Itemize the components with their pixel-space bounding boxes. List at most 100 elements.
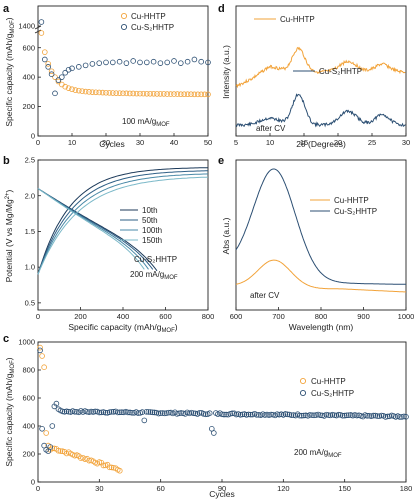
panel-a-point-cu-s2hhtp — [205, 59, 211, 66]
panel-a-point-cu-hhtp — [55, 78, 62, 85]
panel-c-point-cu-s2hhtp — [47, 444, 54, 450]
legend-label-cu-hhtp-c: Cu-HHTP — [311, 377, 346, 386]
panel-a-point-cu-s2hhtp — [76, 64, 82, 70]
panel-c-point-cu-s2hhtp — [155, 410, 162, 417]
panel-a-ytick-label: 0 — [31, 132, 35, 141]
panel-a-point-cu-hhtp — [174, 91, 181, 97]
panel-c-point-cu-s2hhtp — [341, 412, 348, 419]
panel-c-ytick-label: 800 — [22, 366, 35, 375]
panel-e-axes: 600 700 800 900 1000 — [230, 307, 414, 321]
panel-b-ytick-label: 1.5 — [25, 227, 35, 236]
panel-a-point-cu-s2hhtp — [191, 56, 198, 63]
legend-marker-cu-hhtp-a — [120, 12, 128, 20]
panel-a-ytick-label: 600 — [22, 43, 35, 52]
panel-c-point-cu-s2hhtp — [114, 409, 121, 416]
panel-a-point-cu-hhtp — [76, 87, 82, 94]
panel-a-point-cu-hhtp — [41, 49, 48, 55]
panel-a-point-cu-hhtp — [99, 89, 106, 96]
panel-a-point-cu-hhtp — [164, 91, 171, 97]
panel-c-point-cu-s2hhtp — [166, 409, 172, 416]
panel-a-point-cu-s2hhtp — [130, 58, 137, 64]
panel-a-point-cu-s2hhtp — [137, 59, 143, 66]
panel-a-axis-break — [34, 25, 42, 30]
panel-a-point-cu-hhtp — [191, 91, 198, 98]
panel-a-xtick-label: 20 — [102, 138, 110, 147]
panel-c-point-cu-s2hhtp — [364, 413, 370, 419]
panel-b-xtick-label: 200 — [74, 312, 87, 321]
panel-c-point-cu-hhtp — [86, 457, 92, 464]
panel-c-point-cu-s2hhtp — [157, 410, 164, 416]
panel-c-point-cu-s2hhtp — [125, 409, 131, 416]
panel-a-point-cu-hhtp — [62, 83, 68, 90]
legend-label-cu-s2hhtp-c: Cu-S₂HHTP — [311, 389, 354, 398]
panel-b-xtick-label: 0 — [36, 312, 40, 321]
panel-c-point-cu-s2hhtp — [329, 411, 336, 418]
panel-c-point-cu-s2hhtp — [384, 413, 391, 420]
panel-a-point-cu-s2hhtp — [157, 60, 164, 66]
legend-label-cu-s2hhtp-d: Cu-S₂HHTP — [319, 67, 362, 76]
panel-c-marks — [37, 344, 409, 474]
panel-a-point-cu-hhtp — [89, 89, 96, 95]
panel-a-point-cu-s2hhtp — [198, 58, 205, 65]
panel-c-point-cu-s2hhtp — [178, 410, 184, 416]
panel-b-charge-150th — [37, 176, 209, 275]
panel-b-frame — [37, 159, 209, 311]
panel-b-ylabel: Potential (V vs Mg/Mg2+) — [4, 189, 14, 282]
panel-c-point-cu-s2hhtp — [159, 410, 166, 416]
panel-c-point-cu-s2hhtp — [300, 412, 307, 419]
panel-a-point-cu-hhtp — [79, 88, 85, 94]
panel-c-point-cu-s2hhtp — [108, 408, 115, 415]
legend-label-cu-hhtp-e: Cu-HHTP — [334, 196, 369, 205]
panel-d-ylabel: Intensity (a.u.) — [221, 45, 231, 99]
panel-c-point-cu-hhtp — [78, 455, 84, 462]
panel-c-point-cu-s2hhtp — [102, 409, 109, 416]
panel-a-xtick-label: 0 — [36, 138, 40, 147]
legend-label-cu-hhtp-a: Cu-HHTP — [131, 12, 166, 21]
panel-a-point-cu-hhtp — [178, 91, 184, 98]
panel-c-point-cu-s2hhtp — [366, 412, 373, 419]
panel-c-point-cu-s2hhtp — [106, 409, 113, 415]
panel-a-point-cu-hhtp — [144, 90, 150, 97]
panel-a-point-cu-hhtp — [201, 91, 208, 98]
panel-e-ylabel: Abs (a.u.) — [221, 217, 231, 254]
panel-label-b: b — [3, 155, 10, 167]
panel-b-charge-10th — [37, 167, 208, 275]
panel-a-axes: 0 10 20 30 40 50 0 200 400 600 1400 — [18, 22, 212, 147]
panel-d-xtick-label: 20 — [334, 138, 342, 147]
panel-a-point-cu-s2hhtp — [65, 66, 72, 73]
legend-marker-cu-s2hhtp-a — [120, 23, 128, 31]
panel-c-point-cu-s2hhtp — [243, 412, 250, 418]
panel-e-xlabel: Wavelength (nm) — [289, 322, 354, 332]
legend-marker-cu-s2hhtp-c — [299, 389, 307, 397]
panel-c-ylabel: Specific capacity (mAh/gMOF) — [4, 357, 16, 466]
panel-d-xtick-label: 5 — [234, 138, 238, 147]
legend-label-10th: 10th — [142, 206, 158, 215]
panel-a-annotation: 100 mA/gMOF — [122, 117, 170, 128]
panel-a-point-cu-hhtp — [205, 91, 211, 98]
panel-a-xtick-label: 30 — [136, 138, 144, 147]
panel-e-annotation: after CV — [250, 291, 280, 300]
panel-a-point-cu-hhtp — [181, 91, 188, 98]
panel-c-point-cu-s2hhtp — [49, 423, 56, 429]
panel-c-point-cu-s2hhtp — [370, 412, 377, 419]
legend-marker-cu-hhtp-c — [299, 377, 307, 385]
panel-a-point-cu-hhtp — [157, 91, 164, 97]
panel-c-point-cu-s2hhtp — [129, 409, 135, 416]
panel-a-xlabel: Cycles — [99, 139, 125, 149]
panel-c-point-cu-s2hhtp — [139, 409, 146, 415]
panel-c-point-cu-s2hhtp — [288, 412, 295, 418]
panel-a-marks — [38, 19, 211, 98]
panel-c-point-cu-s2hhtp — [116, 409, 123, 416]
panel-a-point-cu-s2hhtp — [184, 58, 191, 65]
panel-c-point-cu-s2hhtp — [202, 411, 209, 418]
panel-d-xlabel: 2θ (Degrees) — [296, 139, 346, 149]
panel-c-point-cu-s2hhtp — [223, 411, 229, 418]
panel-c-point-cu-s2hhtp — [161, 410, 168, 417]
panel-a-point-cu-s2hhtp — [52, 90, 58, 97]
panel-c-ytick-label: 200 — [22, 450, 35, 459]
panel-a-point-cu-hhtp — [103, 89, 109, 96]
legend-label-cu-hhtp-d: Cu-HHTP — [280, 15, 315, 24]
legend-label-cu-s2hhtp-e: Cu-S₂HHTP — [334, 207, 377, 216]
panel-c-point-cu-hhtp — [106, 464, 113, 471]
panel-a-point-cu-hhtp — [150, 90, 157, 97]
